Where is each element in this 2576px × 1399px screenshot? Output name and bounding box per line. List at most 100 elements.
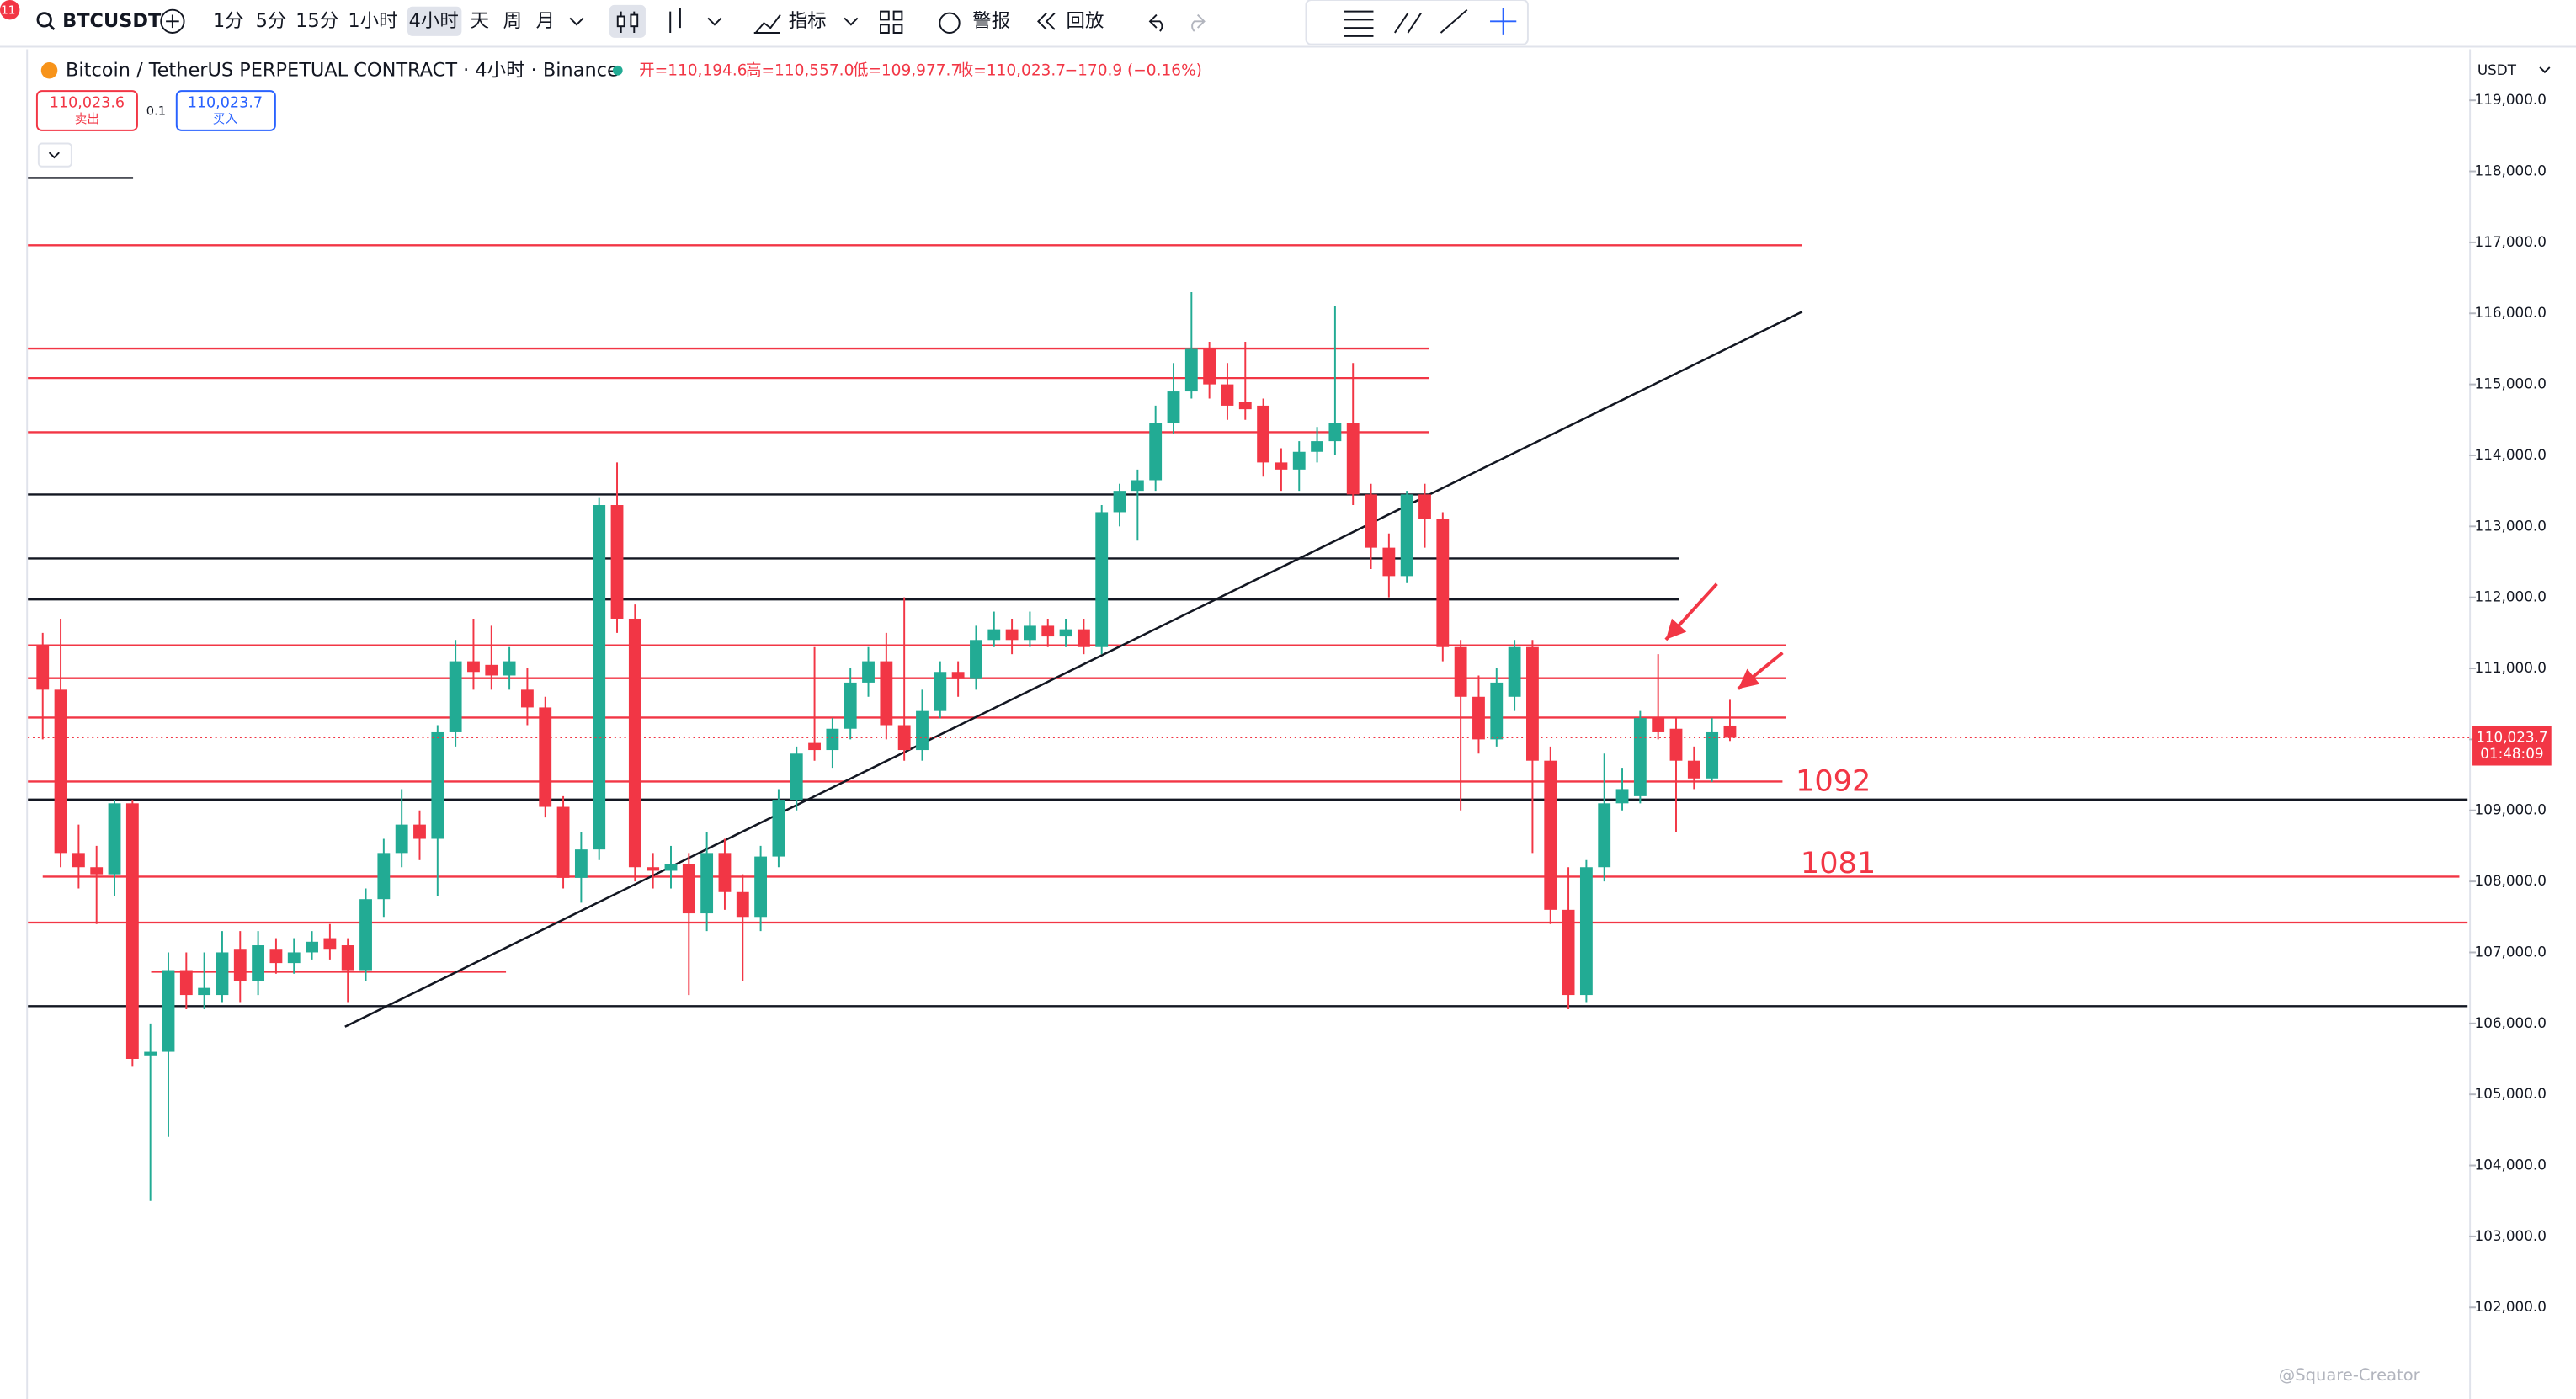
candle-body — [1400, 494, 1413, 577]
trend-line — [344, 311, 1803, 1028]
interval[interactable]: 15分 — [295, 10, 338, 32]
candle-body — [449, 661, 462, 732]
collapse-button[interactable] — [37, 142, 72, 168]
dropdown[interactable] — [569, 17, 584, 26]
candle-body — [233, 949, 247, 981]
interval[interactable]: 月 — [536, 10, 555, 32]
candle-body — [880, 661, 893, 726]
candle-body — [790, 753, 803, 801]
candle-body — [1526, 646, 1539, 761]
y-tick-label: 104,000.0 — [2475, 1157, 2547, 1173]
tool-crosshair[interactable] — [1490, 8, 1517, 35]
candle-body — [467, 661, 480, 673]
quantity[interactable]: 0.1 — [146, 104, 166, 118]
currency: USDT — [2478, 61, 2517, 78]
y-tick-label: 115,000.0 — [2475, 375, 2547, 392]
candle-body — [1167, 391, 1180, 424]
candle-body — [198, 987, 211, 996]
y-tick-label: 103,000.0 — [2475, 1227, 2547, 1244]
candle-body — [1687, 760, 1700, 779]
y-tick-label: 112,000.0 — [2475, 588, 2547, 605]
bar-icon[interactable] — [669, 8, 681, 33]
candle-body — [1113, 491, 1126, 513]
dropdown[interactable] — [707, 17, 722, 26]
candle-icon — [630, 13, 639, 28]
interval[interactable]: 周 — [503, 10, 522, 32]
candle-body — [1579, 867, 1593, 996]
candle-body — [700, 853, 714, 914]
interval[interactable]: 1分 — [213, 10, 244, 32]
candle-body — [1382, 547, 1396, 577]
alert-icon[interactable] — [939, 12, 961, 34]
candle-body — [987, 629, 1001, 641]
dropdown[interactable] — [844, 17, 859, 26]
undo[interactable] — [1148, 13, 1163, 32]
candle-body — [1562, 909, 1575, 996]
countdown: 01:48:09 — [2480, 745, 2543, 762]
candle-body — [1275, 462, 1288, 470]
candle-body — [216, 952, 229, 996]
arrow-head — [1738, 668, 1760, 689]
candle-body — [90, 867, 104, 875]
badge — [0, 0, 20, 20]
legend-title: Bitcoin / TetherUS PERPETUAL CONTRACT · … — [66, 59, 619, 81]
chart-type-button[interactable] — [609, 4, 646, 38]
indicators-icon[interactable] — [753, 13, 781, 34]
arrow-head — [1665, 618, 1687, 640]
candle-body — [162, 970, 175, 1052]
candle-body — [1024, 625, 1036, 641]
candle-body — [252, 945, 265, 981]
candle-body — [1615, 789, 1629, 804]
replay[interactable]: 回放 — [1067, 10, 1104, 32]
interval[interactable]: 5分 — [256, 10, 287, 32]
add-symbol[interactable] — [160, 8, 185, 34]
y-tick-label: 113,000.0 — [2475, 517, 2547, 534]
tool-trendline[interactable] — [1440, 8, 1468, 34]
candle-body — [1544, 760, 1557, 910]
candle-body — [1221, 384, 1234, 406]
annotation: 1092 — [1796, 763, 1871, 798]
y-tick-label: 114,000.0 — [2475, 446, 2547, 463]
last-price-box — [2472, 726, 2552, 766]
candle-body — [844, 682, 857, 729]
legend-low: 低=109,977.7 — [853, 61, 961, 79]
tool-channel[interactable] — [1394, 13, 1422, 34]
interval[interactable]: 1小时 — [348, 10, 397, 32]
y-tick-label: 105,000.0 — [2475, 1085, 2547, 1102]
candle-body — [1257, 405, 1270, 463]
candle-body — [108, 803, 121, 875]
sell-label: 卖出 — [75, 112, 99, 126]
candle-body — [54, 689, 67, 854]
candle-body — [1454, 646, 1467, 697]
candle-body — [431, 731, 444, 839]
interval[interactable]: 4小时 — [409, 10, 459, 32]
candle-body — [682, 864, 695, 914]
candle-body — [1598, 803, 1611, 868]
layout-icon[interactable] — [880, 10, 903, 34]
candle-body — [951, 672, 965, 679]
alerts[interactable]: 警报 — [972, 10, 1010, 32]
market-status — [612, 65, 623, 76]
symbol[interactable]: BTCUSDT — [62, 10, 162, 32]
collapse-icon — [48, 152, 60, 159]
interval[interactable]: 天 — [471, 10, 489, 32]
replay-icon[interactable] — [1036, 12, 1056, 30]
tool-lines[interactable] — [1344, 10, 1374, 37]
candle-body — [1472, 696, 1485, 740]
candle-body — [664, 864, 678, 871]
dropdown[interactable] — [2539, 66, 2551, 74]
candle-body — [1490, 682, 1504, 740]
indicators[interactable]: 指标 — [789, 10, 827, 32]
candle-body — [287, 952, 301, 964]
candle-body — [341, 945, 354, 971]
candle-body — [1238, 402, 1252, 410]
candle-body — [1436, 519, 1450, 647]
candle-body — [593, 505, 606, 850]
buy-price: 110,023.7 — [188, 95, 263, 112]
search-icon[interactable] — [36, 12, 52, 28]
candle-body — [1723, 725, 1737, 738]
candle-body — [1508, 646, 1521, 697]
buy-button[interactable] — [175, 90, 276, 131]
sell-button[interactable] — [35, 90, 138, 131]
